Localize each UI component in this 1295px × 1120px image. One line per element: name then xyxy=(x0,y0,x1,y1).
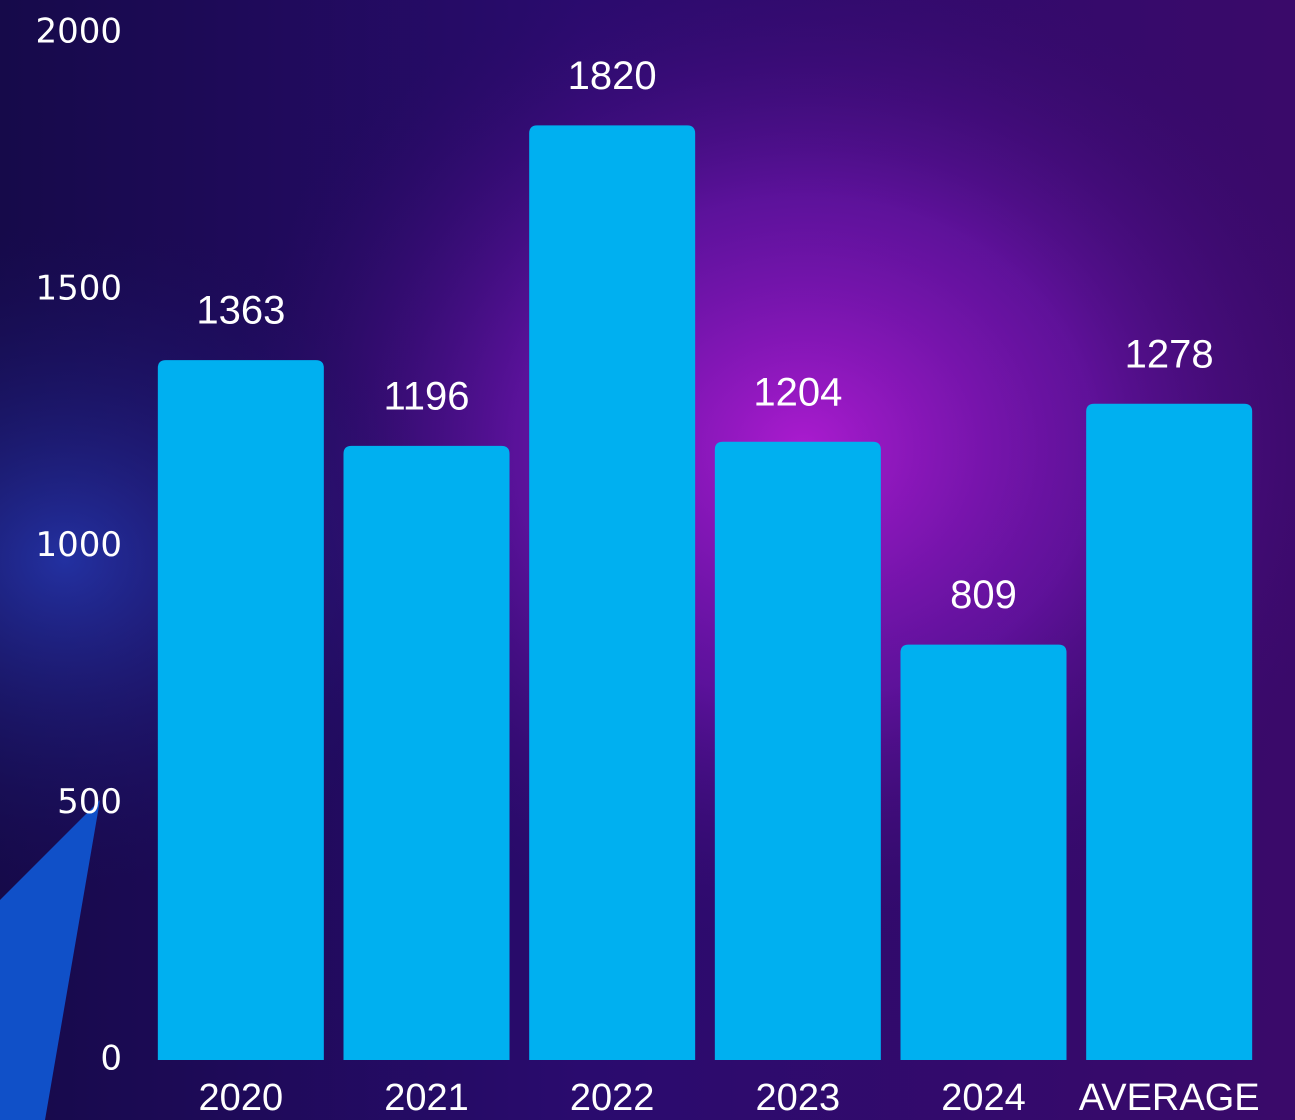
data-label: 1820 xyxy=(568,54,657,98)
bar xyxy=(1086,403,1253,1060)
bar xyxy=(157,360,324,1060)
y-tick-label: 500 xyxy=(57,782,122,822)
bar xyxy=(529,125,696,1061)
y-tick-label: 1500 xyxy=(35,268,122,308)
data-label: 1363 xyxy=(196,289,285,333)
y-tick-label: 2000 xyxy=(35,12,122,52)
bar xyxy=(714,441,881,1061)
data-label: 1204 xyxy=(753,370,842,414)
bar xyxy=(343,445,510,1060)
y-tick-label: 0 xyxy=(100,1039,122,1079)
bar xyxy=(900,644,1067,1060)
plot-area: 0 500 1000 1500 2000 2020 1363 2021 1196 2022 1820… xyxy=(35,12,1259,1120)
data-label: 1278 xyxy=(1125,332,1214,376)
x-tick-label: 2023 xyxy=(756,1077,841,1119)
data-label: 1196 xyxy=(383,374,469,418)
x-tick-label: 2024 xyxy=(941,1077,1026,1119)
x-tick-label: AVERAGE xyxy=(1079,1077,1260,1119)
y-tick-label: 1000 xyxy=(35,525,122,565)
data-label: 809 xyxy=(950,573,1017,617)
x-tick-label: 2021 xyxy=(384,1077,469,1119)
x-tick-label: 2020 xyxy=(199,1077,284,1119)
decor-wedge xyxy=(0,800,100,1120)
x-tick-label: 2022 xyxy=(570,1077,655,1119)
